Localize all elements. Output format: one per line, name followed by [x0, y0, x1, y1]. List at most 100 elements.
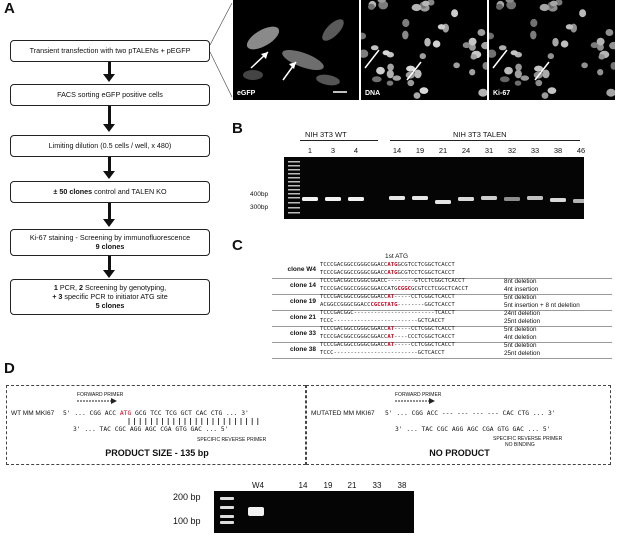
- sequence-pre: TCCCGACGGCCGGGCGGACC: [320, 326, 388, 332]
- mut-top-strand-text: 5' ... CGG ACC --- --- --- --- CAC CTG .…: [385, 410, 556, 417]
- micrograph-ki67: Ki-67: [489, 0, 615, 100]
- arrow-annotation: [406, 61, 422, 81]
- forward-primer-arrow: [77, 398, 117, 404]
- sequence-post: --------GTCCTCGGCTCACCT: [387, 278, 465, 284]
- gel-d-lane-label: 33: [372, 481, 382, 490]
- flow-step-4-bold: ± 50 clones: [53, 187, 93, 196]
- sequence-post: --------GGCTCACCT: [397, 301, 455, 308]
- nucleus: [411, 3, 422, 12]
- gel-marker-300: 300bp: [250, 204, 269, 211]
- nucleus: [407, 79, 415, 87]
- gel-lane-label: 38: [553, 146, 563, 155]
- mutation-note: 5nt deletion: [504, 326, 537, 333]
- gel-d-lane-label: 21: [347, 481, 357, 490]
- panel-label-c: C: [232, 237, 243, 254]
- nucleus: [413, 92, 421, 99]
- clone-name: clone 38: [289, 346, 316, 353]
- sequence-post: -------------------------GCTCACCT: [333, 317, 445, 324]
- nucleus: [506, 0, 517, 10]
- sequence-pre: TCCC: [320, 349, 334, 356]
- mutation-note: 5nt insertion + 8 nt deletion: [504, 301, 580, 309]
- sequence-row: clone 14 TCCCGACGGCCGGGCGGACC--------GTCC…: [272, 278, 612, 295]
- mutation-note: 5nt deletion: [504, 294, 537, 301]
- gel-d-lane-label: 38: [397, 481, 407, 490]
- base-pair-ticks: [128, 418, 259, 425]
- gel-lane-label: 33: [530, 146, 540, 155]
- flow-step-transfection: Transient transfection with two pTALENs …: [10, 40, 210, 62]
- arrow-annotation: [492, 49, 508, 69]
- flow-arrow: [108, 256, 111, 272]
- nucleus: [610, 62, 615, 70]
- clone-name: clone W4: [287, 266, 316, 273]
- micrograph-dna-label: DNA: [365, 90, 381, 97]
- sequence-red: AT: [387, 326, 395, 332]
- flow-step-1-text: Transient transfection with two pTALENs …: [29, 46, 191, 55]
- nucleus: [376, 66, 385, 75]
- panel-d-wildtype-box: FORWARD PRIMER WT MM MKI67 5' ... CGG AC…: [6, 385, 306, 465]
- gel-lane-label: 32: [507, 146, 517, 155]
- sequence-pre: TCCC: [320, 317, 334, 324]
- gel-band: [504, 197, 520, 201]
- mutation-note: 8nt deletion: [504, 278, 537, 285]
- flow-arrow: [108, 62, 111, 76]
- nucleus: [489, 49, 497, 58]
- gel-group-wt: NIH 3T3 WT: [305, 130, 347, 139]
- panel-label-a: A: [4, 0, 15, 17]
- nucleus: [565, 24, 574, 30]
- nucleus: [496, 3, 503, 10]
- mutation-note: 25nt deletion: [504, 317, 541, 325]
- sequence-strand: TCCC-------------------------GCTCACCT: [320, 350, 445, 356]
- flow-step-5-line2: 9 clones: [95, 242, 125, 251]
- flow-step-screening: 1 PCR, 2 Screening by genotyping, + 3 sp…: [10, 279, 210, 315]
- gel-lane-label: 14: [392, 146, 402, 155]
- nucleus: [451, 9, 459, 18]
- forward-primer-label-mut: FORWARD PRIMER: [395, 392, 442, 398]
- mutation-note: 5nt deletion: [504, 342, 537, 349]
- flow-step-facs: FACS sorting eGFP positive cells: [10, 84, 210, 106]
- wt-top-strand: 5' ... CGG ACC ATG GCG TCC TCG GCT CAC C…: [63, 410, 249, 417]
- gel-lane-label: 4: [353, 146, 359, 155]
- nucleus: [535, 79, 543, 87]
- nucleus: [370, 45, 379, 51]
- gel-d-marker-100: 100 bp: [173, 516, 201, 526]
- sequence-strand: TCCCGACGGCCGGGCGGACCATGCGGCGCGTCCTCGGCTC…: [320, 286, 468, 292]
- ladder-band: [288, 193, 300, 195]
- nucleus: [514, 80, 522, 86]
- mut-reverse-primer-label: SPECIFIC REVERSE PRIMER: [493, 436, 563, 442]
- gel-band: [412, 196, 428, 200]
- flow-step-4-text: control and TALEN KO: [92, 187, 167, 196]
- gel-lane-label: 31: [484, 146, 494, 155]
- nucleus: [372, 76, 382, 83]
- nucleus: [419, 87, 429, 94]
- ladder-band: [288, 185, 300, 187]
- sequence-red: ATG: [387, 269, 398, 276]
- flow-step-6-n3: + 3: [52, 292, 63, 301]
- sequence-red: ATG: [387, 262, 398, 268]
- micrograph-egfp-label: eGFP: [237, 90, 256, 97]
- clone-name: clone 14: [289, 282, 316, 289]
- clone-name: clone 19: [289, 298, 316, 305]
- nucleus: [361, 32, 367, 40]
- nucleus: [498, 45, 507, 51]
- gel-group-talen: NIH 3T3 TALEN: [453, 130, 507, 139]
- ladder-band: [288, 173, 300, 175]
- nucleus: [432, 40, 441, 48]
- nucleus: [361, 49, 369, 58]
- flow-step-6-t3: specific PCR to initiator ATG site: [62, 292, 168, 301]
- arrow-annotation: [364, 49, 380, 69]
- nucleus: [462, 42, 471, 49]
- ladder-band: [288, 207, 300, 209]
- panel-d-mutated-box: FORWARD PRIMER MUTATED MM MKI67 5' ... C…: [306, 385, 611, 465]
- clone-name: clone 33: [289, 330, 316, 337]
- nucleus: [579, 9, 587, 18]
- nucleus: [392, 75, 402, 81]
- product-size-label: PRODUCT SIZE - 135 bp: [105, 448, 209, 458]
- mutation-note: 24nt deletion: [504, 310, 541, 317]
- gel-d-lane-label: 14: [298, 481, 308, 490]
- egfp-cells-image: [243, 19, 347, 93]
- nucleus: [534, 65, 544, 72]
- gel-d-lane-label: 19: [323, 481, 333, 490]
- nucleus: [414, 69, 422, 79]
- nucleus: [478, 88, 487, 97]
- sequence-alignment-table: clone W4 TCCCGACGGCCGGGCGGACCATGGCGTCCTCG…: [272, 262, 612, 359]
